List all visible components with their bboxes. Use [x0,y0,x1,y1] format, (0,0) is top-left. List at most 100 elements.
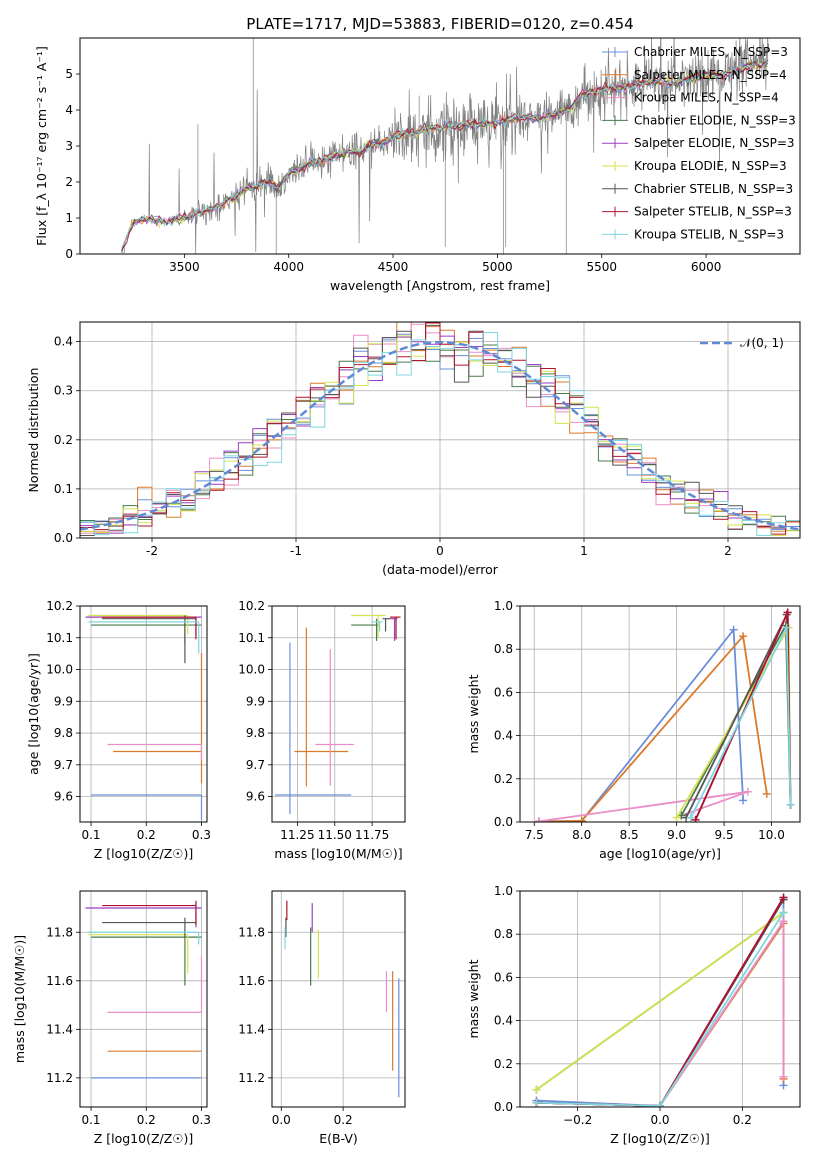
point-salpeter-miles [294,627,349,787]
y-tick-label: 0.0 [494,1100,513,1114]
weight-marker-kroupa-elodie [672,813,681,822]
y-axis-label: mass [log10(M/M☉)] [12,935,27,1063]
point-kroupa-miles [315,649,355,786]
axes-frame [271,890,406,1108]
weight-marker-kroupa-elodie [532,1085,541,1094]
point-chabrier-stelib [102,615,196,664]
axes-weight-vs-Z [520,890,800,1108]
x-tick-label: 0.2 [334,1113,353,1127]
plot-area-weight-vs-Z [532,893,788,1107]
x-tick-label: 11.50 [318,828,352,842]
x-axis-label: (data-model)/error [382,562,499,577]
point-salpeter-stelib [390,616,401,640]
y-tick-label: 1 [65,211,73,225]
x-tick-label: 5500 [586,260,617,274]
axes-age-vs-Z [80,605,207,822]
plot-area-age-vs-mass [274,614,401,815]
y-tick-label: 0.8 [494,927,513,941]
y-tick-label: 0.6 [494,970,513,984]
y-tick-label: 9.7 [246,758,265,772]
x-axis-label: mass [log10(M/M☉)] [274,846,402,861]
y-tick-label: 10.2 [46,599,73,613]
x-tick-label: 4000 [273,260,304,274]
x-tick-label: 1 [580,544,588,558]
point-salpeter-elodie [85,903,202,928]
x-tick-label: 10.0 [758,828,785,842]
point-kroupa-elodie [88,934,189,974]
y-tick-label: 10.0 [238,663,265,677]
x-tick-label: 0.3 [192,828,211,842]
weight-marker-salpeter-miles [762,789,771,798]
weight-marker-kroupa-miles [779,1072,788,1081]
weight-marker-salpeter-stelib [691,815,700,822]
x-tick-label: 4500 [378,260,409,274]
legend-label-chabrier-elodie: Chabrier ELODIE, N_SSP=3 [634,113,796,127]
legend-label-kroupa-miles: Kroupa MILES, N_SSP=4 [634,91,779,105]
weight-marker-kroupa-miles [534,817,543,822]
point-chabrier-elodie [91,929,202,986]
weight-line-salpeter-miles [538,634,768,822]
axes-frame [519,605,801,823]
y-tick-label: 0.4 [54,335,73,349]
weight-marker-kroupa-stelib [532,1098,541,1107]
x-tick-label: −0.2 [563,1113,592,1127]
x-tick-label: -1 [290,544,302,558]
plot-area-age-vs-Z [85,614,203,821]
y-tick-label: 0.0 [54,531,73,545]
weight-marker-chabrier-miles [739,796,748,805]
x-axis-label: Z [log10(Z/Z☉)] [94,1131,194,1146]
weight-marker-kroupa-stelib [786,800,795,809]
weight-marker-kroupa-stelib [656,1101,664,1107]
weight-marker-kroupa-stelib [782,623,791,632]
y-tick-label: 1.0 [494,884,513,898]
legend-label-salpeter-miles: Salpeter MILES, N_SSP=4 [634,68,787,82]
x-tick-label: 0.3 [192,1113,211,1127]
x-tick-label: 0.2 [137,1113,156,1127]
y-tick-label: 9.8 [246,726,265,740]
y-tick-label: 11.6 [46,974,73,988]
y-tick-label: 11.2 [238,1071,265,1085]
y-tick-label: 9.6 [246,790,265,804]
x-tick-label: 0.2 [137,828,156,842]
y-tick-label: 9.9 [54,694,73,708]
legend-label-normal: 𝒩(0, 1) [740,336,784,350]
x-tick-label: 9.0 [667,828,686,842]
y-tick-label: 9.7 [54,758,73,772]
y-tick-label: 3 [65,139,73,153]
y-axis-label: mass weight [466,959,481,1038]
weight-line-kroupa-miles [538,790,749,822]
weight-marker-kroupa-stelib [779,908,788,917]
plot-area-weight-vs-age [534,608,795,822]
spectrum-legend: Chabrier MILES, N_SSP=3 Salpeter MILES, N… [602,45,796,241]
x-axis-label: wavelength [Angstrom, rest frame] [330,278,550,293]
point-kroupa-elodie [351,614,386,638]
x-tick-label: 2 [724,544,732,558]
weight-marker-salpeter-stelib [783,608,792,617]
legend-label-salpeter-stelib: Salpeter STELIB, N_SSP=3 [634,205,792,219]
y-tick-label: 1.0 [494,599,513,613]
y-tick-label: 2 [65,175,73,189]
point-kroupa-stelib [88,931,200,945]
model-line-salpeter-stelib [121,61,768,251]
y-tick-label: 9.9 [246,694,265,708]
y-tick-label: 5 [65,67,73,81]
x-tick-label: 6000 [691,260,722,274]
legend-label-kroupa-elodie: Kroupa ELODIE, N_SSP=3 [634,159,787,173]
x-axis-label: age [log10(age/yr)] [599,846,721,861]
y-tick-label: 11.4 [46,1022,73,1036]
x-tick-label: 0 [436,544,444,558]
legend-label-kroupa-stelib: Kroupa STELIB, N_SSP=3 [634,227,784,241]
point-salpeter-stelib [102,900,197,925]
model-line-kroupa-stelib [121,60,769,248]
axes-mass-vs-Z [80,891,207,1107]
point-chabrier-miles [91,794,203,821]
x-tick-label: 9.5 [715,828,734,842]
x-tick-label: 0.0 [650,1113,669,1127]
point-kroupa-stelib [372,621,383,632]
plot-area-mass-vs-ebv [284,900,400,1098]
weight-line-kroupa-elodie [535,911,785,1091]
y-tick-label: 0.1 [54,482,73,496]
x-tick-label: 0.0 [272,1113,291,1127]
x-tick-label: 11.25 [280,828,314,842]
